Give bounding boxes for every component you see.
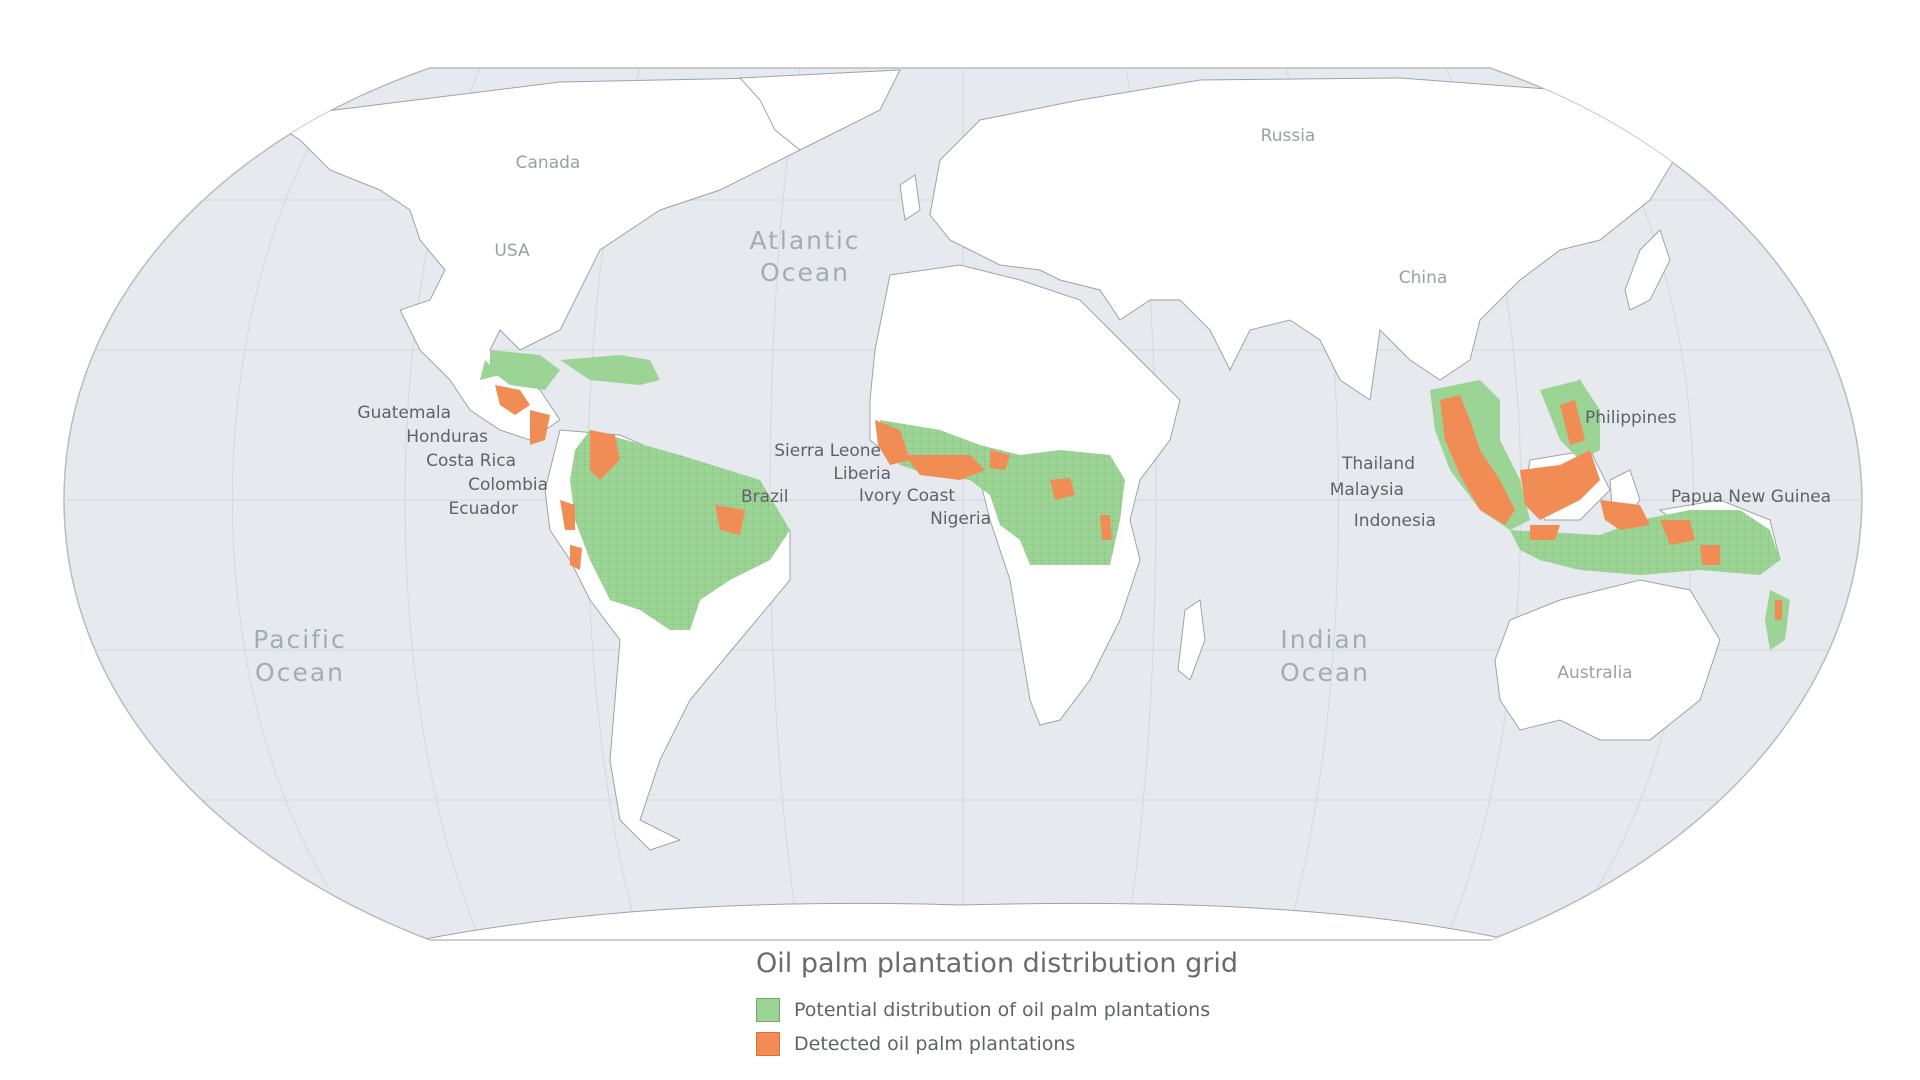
madagascar	[1177, 599, 1206, 681]
australia-land	[1494, 579, 1721, 741]
philippines-label: Philippines	[1585, 408, 1677, 428]
atlantic-ocean-label-1: Atlantic	[749, 226, 860, 255]
nigeria-label: Nigeria	[930, 509, 991, 529]
liberia-label: Liberia	[833, 464, 891, 484]
legend-label-potential: Potential distribution of oil palm plant…	[794, 999, 1211, 1021]
japan	[1624, 229, 1671, 311]
legend-item-potential: Potential distribution of oil palm plant…	[756, 993, 1356, 1027]
ecuador-label: Ecuador	[449, 499, 518, 519]
atlantic-ocean-label-2: Ocean	[760, 258, 850, 287]
legend-label-detected: Detected oil palm plantations	[794, 1033, 1076, 1055]
china-label: China	[1399, 268, 1448, 288]
detected-swatch	[756, 1032, 780, 1056]
antarctica	[419, 902, 1511, 940]
indonesia-label: Indonesia	[1354, 511, 1436, 531]
potential-swatch	[756, 998, 780, 1022]
guatemala-label: Guatemala	[357, 403, 451, 423]
thailand-label: Thailand	[1341, 454, 1415, 474]
indian-ocean-label-2: Ocean	[1280, 658, 1370, 687]
new-zealand	[1769, 739, 1801, 791]
detected-plantations	[495, 385, 1782, 620]
usa-label: USA	[494, 241, 530, 261]
canada-label: Canada	[516, 153, 581, 173]
malaysia-label: Malaysia	[1330, 480, 1404, 500]
australia-label: Australia	[1557, 663, 1632, 683]
pacific-ocean-label-2: Ocean	[255, 658, 345, 687]
ocean-labels: Atlantic Ocean Pacific Ocean Indian Ocea…	[253, 226, 1370, 687]
costa-rica-label: Costa Rica	[426, 451, 516, 471]
eurasia	[929, 77, 1681, 401]
sierra-leone-label: Sierra Leone	[774, 441, 881, 461]
brazil-label: Brazil	[741, 487, 788, 507]
legend: Oil palm plantation distribution grid Po…	[756, 948, 1356, 1061]
colombia-label: Colombia	[468, 475, 548, 495]
ivory-coast-label: Ivory Coast	[859, 486, 955, 506]
papua-new-guinea-label: Papua New Guinea	[1671, 487, 1831, 507]
uk	[899, 174, 921, 221]
honduras-label: Honduras	[406, 427, 488, 447]
legend-title: Oil palm plantation distribution grid	[756, 948, 1238, 979]
greenland	[738, 69, 901, 151]
pacific-ocean-label-1: Pacific	[253, 625, 346, 654]
country-labels: Canada USA Russia China Australia Guatem…	[357, 126, 1831, 683]
legend-item-detected: Detected oil palm plantations	[756, 1027, 1356, 1061]
indian-ocean-label-1: Indian	[1280, 625, 1369, 654]
russia-label: Russia	[1261, 126, 1316, 146]
